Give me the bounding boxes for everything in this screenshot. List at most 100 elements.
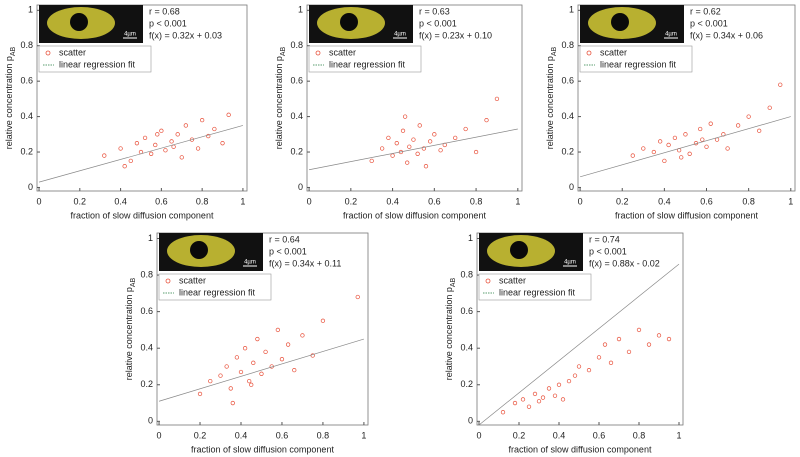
annotation: r = 0.64 bbox=[269, 234, 300, 244]
x-tick-label: 0.6 bbox=[428, 196, 441, 206]
y-axis-label-sub: AB bbox=[130, 277, 137, 287]
inset-nucleolus bbox=[70, 13, 88, 31]
scatter-point bbox=[651, 149, 656, 155]
scatter-point bbox=[263, 349, 268, 355]
legend-box bbox=[308, 45, 422, 73]
scatter-point bbox=[532, 391, 538, 397]
x-tick-label: 0.8 bbox=[742, 196, 755, 206]
annotation: p < 0.001 bbox=[419, 18, 457, 28]
scatter-point bbox=[572, 373, 578, 378]
y-tick-label: 0 bbox=[148, 416, 153, 426]
scatter-point bbox=[249, 382, 254, 387]
inset-nucleolus bbox=[340, 13, 358, 31]
y-tick-label: 0.6 bbox=[561, 76, 574, 86]
x-tick-label: 0.6 bbox=[276, 430, 289, 440]
x-tick-label: 1 bbox=[240, 196, 245, 206]
x-tick-label: 0.6 bbox=[593, 430, 606, 440]
scatter-point bbox=[546, 386, 552, 391]
scatter-point bbox=[735, 123, 741, 128]
y-tick-label: 1 bbox=[148, 233, 153, 243]
scatter-point bbox=[646, 342, 652, 347]
scatter-point bbox=[405, 160, 410, 165]
legend-swatch bbox=[485, 278, 491, 284]
scatter-point bbox=[275, 327, 281, 333]
scatter-point bbox=[224, 364, 229, 369]
y-axis-label-sub: AB bbox=[10, 46, 17, 56]
y-axis-label: relative concentration pAB bbox=[274, 46, 287, 149]
scatter-point bbox=[423, 164, 429, 169]
y-axis-label: relative concentration pAB bbox=[545, 46, 558, 149]
scatter-point bbox=[616, 336, 622, 342]
y-axis-label-sub: AB bbox=[280, 46, 287, 56]
scatter-point bbox=[206, 133, 211, 139]
annotation: p < 0.001 bbox=[690, 18, 728, 28]
y-tick-label: 0 bbox=[28, 182, 33, 192]
x-tick-label: 0.4 bbox=[114, 196, 127, 206]
y-tick-label: 0.4 bbox=[20, 111, 33, 121]
x-tick-label: 0.6 bbox=[700, 196, 713, 206]
y-tick-label: 0.8 bbox=[20, 40, 33, 50]
y-tick-label: 0.4 bbox=[290, 111, 303, 121]
legend-box bbox=[158, 273, 272, 301]
y-axis-label: relative concentration pAB bbox=[444, 277, 457, 380]
regression-line bbox=[580, 116, 791, 178]
y-axis-label-sub: AB bbox=[551, 46, 558, 56]
x-tick-label: 1 bbox=[676, 430, 681, 440]
x-tick-label: 1 bbox=[788, 196, 793, 206]
scatter-point bbox=[259, 371, 264, 376]
scatter-point bbox=[195, 146, 201, 151]
scatter-point bbox=[608, 360, 614, 365]
x-tick-label: 0 bbox=[578, 196, 583, 206]
x-tick-label: 0.4 bbox=[553, 430, 566, 440]
scatter-point bbox=[757, 128, 762, 133]
y-tick-label: 0.2 bbox=[290, 146, 303, 156]
scatter-point bbox=[656, 333, 662, 338]
scatter-point bbox=[672, 135, 678, 141]
legend-label: linear regression fit bbox=[600, 59, 677, 69]
x-tick-label: 0.2 bbox=[194, 430, 207, 440]
y-tick-label: 1 bbox=[468, 233, 473, 243]
scatter-point bbox=[102, 153, 107, 158]
annotation: f(x) = 0.34x + 0.06 bbox=[690, 30, 763, 40]
scale-label: 4µm bbox=[124, 32, 136, 38]
scale-label: 4µm bbox=[564, 260, 576, 266]
legend-label: scatter bbox=[499, 275, 526, 285]
inset-nucleolus bbox=[190, 241, 208, 259]
scatter-point bbox=[432, 132, 437, 137]
scatter-point bbox=[310, 353, 315, 358]
scatter-point bbox=[679, 155, 684, 160]
x-axis-label: fraction of slow diffusion component bbox=[71, 210, 214, 220]
y-tick-label: 0.8 bbox=[290, 40, 303, 50]
scatter-point bbox=[746, 114, 751, 119]
legend-label: scatter bbox=[600, 47, 627, 57]
scatter-point bbox=[708, 121, 713, 126]
annotation: r = 0.74 bbox=[589, 234, 620, 244]
scatter-point bbox=[118, 146, 123, 151]
legend-label: linear regression fit bbox=[329, 59, 406, 69]
scatter-point bbox=[247, 378, 252, 384]
scatter-point bbox=[536, 399, 542, 404]
y-axis-label-sub: AB bbox=[450, 277, 457, 287]
y-tick-label: 0 bbox=[569, 182, 574, 192]
scatter-point bbox=[520, 397, 526, 402]
annotation: f(x) = 0.23x + 0.10 bbox=[419, 30, 492, 40]
scatter-point bbox=[725, 146, 730, 151]
scatter-point bbox=[230, 400, 235, 406]
scatter-point bbox=[662, 158, 667, 164]
scatter-point bbox=[394, 141, 399, 146]
legend-swatch bbox=[45, 50, 51, 56]
scatter-point bbox=[226, 112, 231, 117]
scatter-point bbox=[484, 117, 489, 123]
scatter-point bbox=[242, 346, 248, 351]
y-axis-label-main: relative concentration p bbox=[124, 287, 134, 380]
scatter-point bbox=[171, 144, 176, 149]
scatter-point bbox=[540, 395, 546, 400]
y-tick-label: 1 bbox=[569, 5, 574, 15]
y-tick-label: 0.6 bbox=[460, 306, 473, 316]
chart-panel: 0 0.2 0.4 0.6 0.8 1 0 0.2 0.4 0.6 0.8 1 fraction of … bbox=[545, 4, 796, 220]
scatter-point bbox=[122, 164, 127, 169]
scatter-point bbox=[512, 400, 518, 406]
scatter-point bbox=[218, 373, 223, 378]
chart-panel: 0 0.2 0.4 0.6 0.8 1 0 0.2 0.4 0.6 0.8 1 fraction of … bbox=[274, 4, 523, 220]
scatter-point bbox=[379, 146, 385, 151]
